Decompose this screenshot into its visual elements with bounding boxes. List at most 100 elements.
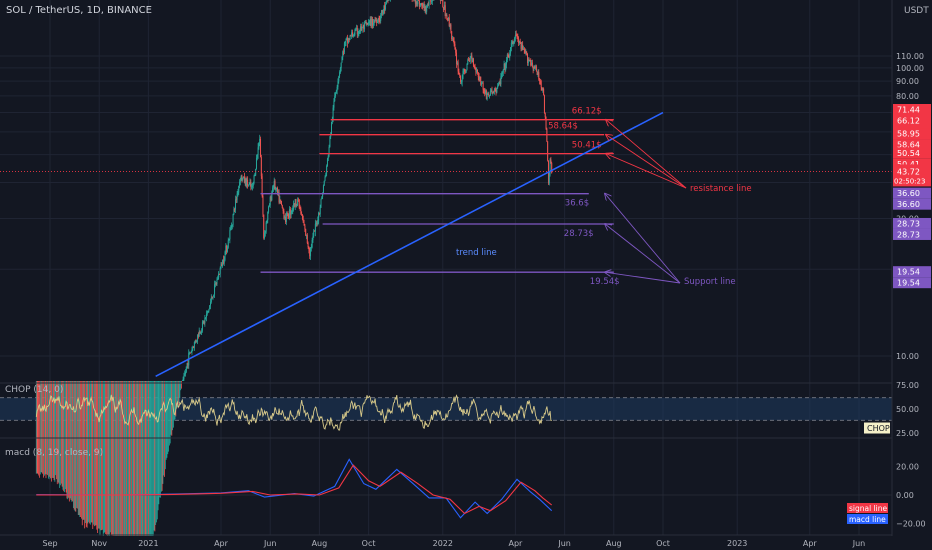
candle-body bbox=[544, 112, 546, 118]
candle-body bbox=[539, 81, 541, 82]
candle-body bbox=[272, 185, 274, 188]
resistance-annotation: resistance line bbox=[690, 184, 752, 194]
candle-body bbox=[518, 41, 520, 43]
support-price-label-bg bbox=[893, 277, 931, 289]
trend-line-group[interactable]: trend line bbox=[155, 111, 664, 378]
signal-legend-label: signal line bbox=[849, 504, 887, 513]
support-level-label: 19.54$ bbox=[590, 277, 620, 287]
time-tick: Aug bbox=[606, 539, 622, 548]
time-axis[interactable]: Sep Nov 2021 Apr Jun Aug Oct 2022 Apr Jun Aug Oct 20… bbox=[0, 536, 932, 550]
support-price-label-bg bbox=[893, 228, 931, 240]
candle-body bbox=[509, 53, 511, 58]
candle-body bbox=[471, 55, 473, 62]
candle-body bbox=[368, 21, 370, 23]
candle-body bbox=[319, 207, 321, 215]
chop-last-label: CHOP bbox=[867, 424, 890, 433]
candle-body bbox=[264, 231, 266, 233]
candle-body bbox=[204, 317, 206, 324]
candle-body bbox=[358, 31, 360, 34]
candle-body bbox=[252, 182, 254, 186]
candle-body bbox=[530, 59, 532, 66]
candle-body bbox=[490, 90, 492, 92]
candle-body bbox=[260, 157, 262, 177]
candle-body bbox=[235, 199, 237, 201]
candle-body bbox=[328, 146, 330, 156]
candle-body bbox=[251, 186, 253, 188]
candle-body bbox=[354, 30, 356, 36]
candle-body bbox=[260, 138, 262, 158]
candle-body bbox=[506, 54, 508, 60]
candle-body bbox=[215, 283, 217, 285]
resistance-arrow bbox=[606, 120, 687, 189]
candle-body bbox=[362, 25, 364, 28]
candle-body bbox=[528, 59, 530, 61]
support-level-label: 36.6$ bbox=[565, 199, 589, 209]
candle-body bbox=[521, 44, 523, 49]
candle-body bbox=[272, 187, 274, 193]
candle-body bbox=[312, 235, 314, 240]
candle-body bbox=[290, 211, 292, 215]
candle-body bbox=[484, 89, 486, 94]
candle-body bbox=[422, 4, 424, 7]
candle-body bbox=[420, 3, 422, 5]
price-tick: 80.00 bbox=[896, 92, 919, 101]
candle-body bbox=[382, 11, 384, 13]
candle-body bbox=[470, 55, 472, 57]
countdown-label: 02:50:23 bbox=[894, 177, 925, 185]
resistance-price-label-bg bbox=[893, 104, 931, 116]
candle-body bbox=[458, 71, 460, 74]
candle-body bbox=[321, 196, 323, 200]
candle-body bbox=[297, 199, 299, 206]
candle-body bbox=[338, 76, 340, 82]
candle-body bbox=[337, 81, 339, 87]
candle-body bbox=[449, 24, 451, 27]
candle-body bbox=[418, 0, 420, 1]
candle-body bbox=[327, 155, 329, 159]
candle-body bbox=[493, 91, 495, 93]
candle-body bbox=[543, 88, 545, 96]
chop-last-label-bg bbox=[864, 422, 890, 434]
time-tick: Sep bbox=[42, 539, 57, 548]
support-price-label-bg bbox=[893, 198, 931, 210]
candle-body bbox=[360, 26, 362, 32]
candle-body bbox=[381, 10, 383, 16]
candle-body bbox=[271, 192, 273, 201]
candle-body bbox=[191, 349, 193, 353]
candle-body bbox=[456, 52, 458, 65]
candle-body bbox=[242, 177, 244, 180]
candle-body bbox=[453, 40, 455, 44]
candle-body bbox=[512, 41, 514, 44]
price-axis[interactable]: 110.00100.0090.0080.0070.0060.0050.0040.… bbox=[847, 0, 932, 550]
candle-body bbox=[529, 59, 531, 61]
candle-body bbox=[244, 179, 246, 183]
candle-body bbox=[264, 232, 266, 238]
candle-body bbox=[541, 87, 543, 90]
candle-body bbox=[254, 175, 256, 177]
candle-body bbox=[280, 199, 282, 201]
candle-body bbox=[185, 366, 187, 372]
candle-body bbox=[200, 331, 202, 333]
candle-body bbox=[309, 250, 311, 257]
candle-body bbox=[187, 363, 189, 366]
chop-tick: 25.00 bbox=[896, 429, 919, 438]
trend-line-label: trend line bbox=[456, 248, 497, 258]
candle-body bbox=[291, 210, 293, 212]
candle-body bbox=[197, 334, 199, 337]
candle-body bbox=[222, 259, 224, 267]
candle-body bbox=[352, 35, 354, 37]
candle-body bbox=[376, 19, 378, 23]
support-price-label: 36.60 bbox=[897, 189, 920, 198]
candle-body bbox=[423, 4, 425, 11]
candle-body bbox=[320, 199, 322, 208]
candle-body bbox=[274, 180, 276, 190]
candle-body bbox=[519, 41, 521, 43]
candle-body bbox=[198, 331, 200, 337]
candle-body bbox=[466, 63, 468, 70]
candle-body bbox=[201, 322, 203, 331]
candle-body bbox=[520, 42, 522, 49]
resistance-price-label: 50.41 bbox=[897, 160, 920, 169]
candle-body bbox=[431, 0, 433, 2]
candle-body bbox=[388, 0, 390, 1]
candle-body bbox=[195, 340, 197, 342]
